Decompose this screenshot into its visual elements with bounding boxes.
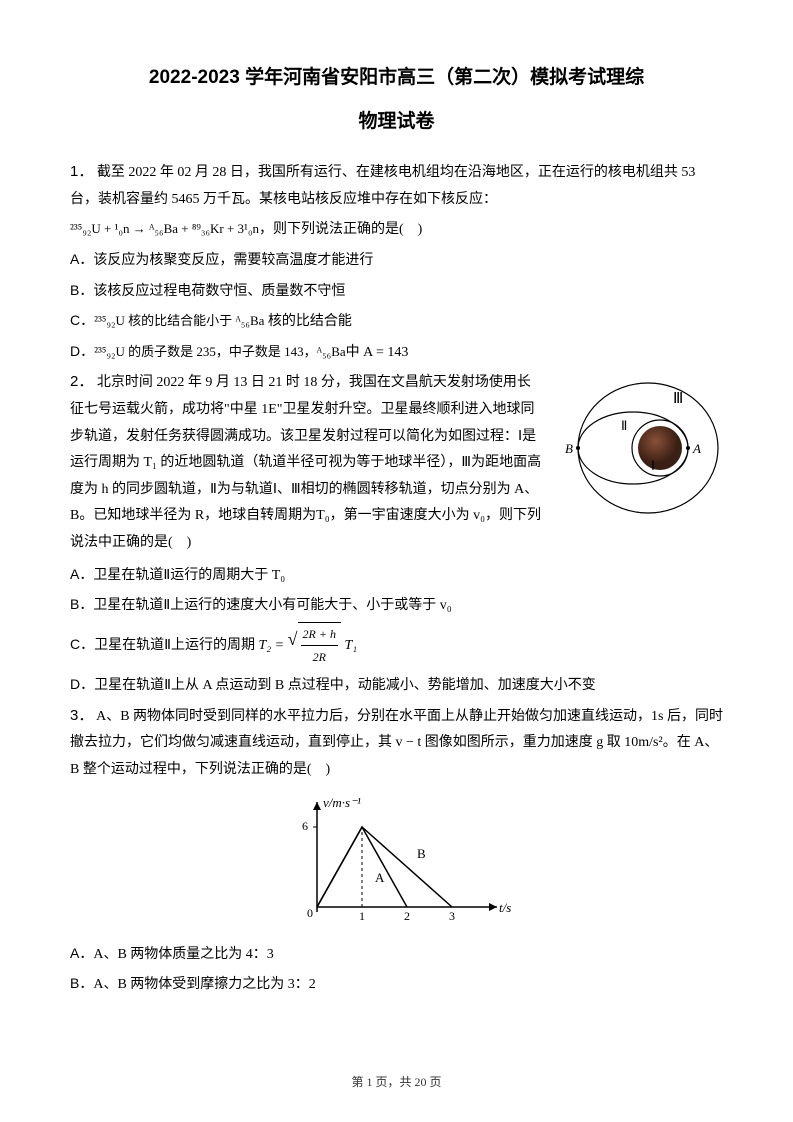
q1-stem-a: 截至 2022 年 02 月 28 日，我国所有运行、在建核电机组均在沿海地区，…	[70, 165, 695, 207]
q1-option-a: A．该反应为核聚变反应，需要较高温度才能进行	[70, 246, 723, 275]
q1-optD-post: 中 A = 143	[346, 345, 409, 360]
q3-option-b: B．A、B 两物体受到摩擦力之比为 3：2	[70, 970, 723, 999]
q1-optD-mid: ᴬ₅₆Ba	[317, 344, 346, 359]
q2-option-c: C．卫星在轨道Ⅱ上运行的周期 T₂ = 2R + h2R T₁	[70, 622, 723, 670]
q2-optD-text: 卫星在轨道Ⅱ上从 A 点运动到 B 点过程中，动能减小、势能增加、加速度大小不变	[94, 678, 596, 693]
vt-series-B-label: B	[417, 846, 426, 861]
vt-xtick-1: 1	[359, 909, 365, 923]
vt-ylabel: v/m·s⁻¹	[323, 795, 361, 810]
page-footer: 第 1 页，共 20 页	[0, 1071, 793, 1094]
orbit-label-B: B	[565, 441, 573, 456]
q2-optC-T1: T₁	[344, 638, 357, 653]
q1-equation-line: ²³⁵₉₂U + ¹₀n → ᴬ₅₆Ba + ⁸⁹₃₆Kr + 3¹₀n，则下列…	[70, 217, 723, 244]
question-2: A B Ⅰ Ⅱ Ⅲ 2． 北京时间 2022 年 9 月 13 日 21 时 1…	[70, 368, 723, 556]
question-1: 1． 截至 2022 年 02 月 28 日，我国所有运行、在建核电机组均在沿海…	[70, 158, 723, 213]
q1-optD-pre: ²³⁵₉₂U 的质子数是 235，中子数是 143，	[94, 344, 317, 359]
q2-frac-num: 2R + h	[301, 623, 338, 647]
orbit-label-3: Ⅲ	[673, 391, 683, 407]
q2-number: 2．	[70, 373, 93, 390]
q2-optC-pre: 卫星在轨道Ⅱ上运行的周期	[94, 638, 258, 653]
vt-xlabel: t/s	[499, 900, 511, 915]
q2-option-a: A．卫星在轨道Ⅱ运行的周期大于 T₀	[70, 561, 723, 590]
vt-xtick-2: 2	[404, 909, 410, 923]
q1-optB-text: 该核反应过程电荷数守恒、质量数不守恒	[93, 284, 345, 299]
title-line-1: 2022-2023 学年河南省安阳市高三（第二次）模拟考试理综	[70, 60, 723, 96]
q2-frac-den: 2R	[301, 646, 338, 669]
vt-tick-6: 6	[302, 819, 308, 833]
q1-stem-b: ，则下列说法正确的是( )	[259, 222, 422, 237]
q2-optA-text: 卫星在轨道Ⅱ运行的周期大于 T₀	[93, 568, 285, 583]
question-3: 3． A、B 两物体同时受到同样的水平拉力后，分别在水平面上从静止开始做匀加速直…	[70, 702, 723, 784]
q1-number: 1．	[70, 163, 93, 180]
orbit-diagram: A B Ⅰ Ⅱ Ⅲ	[553, 373, 723, 523]
q3-option-a: A．A、B 两物体质量之比为 4：3	[70, 940, 723, 969]
vt-series-A-label: A	[375, 870, 385, 885]
q2-stem: 北京时间 2022 年 9 月 13 日 21 时 18 分，我国在文昌航天发射…	[70, 375, 541, 550]
q2-optB-text: 卫星在轨道Ⅱ上运行的速度大小有可能大于、小于或等于 v₀	[93, 598, 451, 613]
q2-optC-formula: T₂ = 2R + h2R T₁	[259, 638, 358, 653]
vt-tick-0: 0	[307, 906, 313, 920]
q1-optC-pre: ²³⁵₉₂U 核的比结合能小于	[94, 313, 235, 328]
q1-option-c: C．²³⁵₉₂U 核的比结合能小于 ᴬ₅₆Ba 核的比结合能	[70, 307, 723, 336]
q1-optA-text: 该反应为核聚变反应，需要较高温度才能进行	[93, 253, 373, 268]
vt-diagram: v/m·s⁻¹ t/s 0 6 1 2 3 A B	[277, 792, 517, 932]
q3-optA-text: A、B 两物体质量之比为 4：3	[93, 947, 273, 962]
title-line-2: 物理试卷	[70, 104, 723, 140]
q1-optC-mid: ᴬ₅₆Ba	[235, 313, 264, 328]
q2-optC-T2: T₂ =	[259, 638, 288, 653]
q1-option-d: D．²³⁵₉₂U 的质子数是 235，中子数是 143，ᴬ₅₆Ba中 A = 1…	[70, 338, 723, 367]
q1-optC-post: 核的比结合能	[264, 314, 352, 329]
orbit-label-1: Ⅰ	[651, 458, 655, 473]
q2-option-b: B．卫星在轨道Ⅱ上运行的速度大小有可能大于、小于或等于 v₀	[70, 591, 723, 620]
q3-optB-text: A、B 两物体受到摩擦力之比为 3：2	[93, 977, 315, 992]
q1-option-b: B．该核反应过程电荷数守恒、质量数不守恒	[70, 277, 723, 306]
q3-number: 3．	[70, 707, 93, 724]
q3-stem: A、B 两物体同时受到同样的水平拉力后，分别在水平面上从静止开始做匀加速直线运动…	[70, 709, 723, 777]
q1-equation: ²³⁵₉₂U + ¹₀n → ᴬ₅₆Ba + ⁸⁹₃₆Kr + 3¹₀n	[70, 221, 259, 236]
vt-xtick-3: 3	[449, 909, 455, 923]
orbit-label-A: A	[692, 441, 701, 456]
orbit-label-2: Ⅱ	[621, 418, 627, 433]
q2-option-d: D．卫星在轨道Ⅱ上从 A 点运动到 B 点过程中，动能减小、势能增加、加速度大小…	[70, 671, 723, 700]
